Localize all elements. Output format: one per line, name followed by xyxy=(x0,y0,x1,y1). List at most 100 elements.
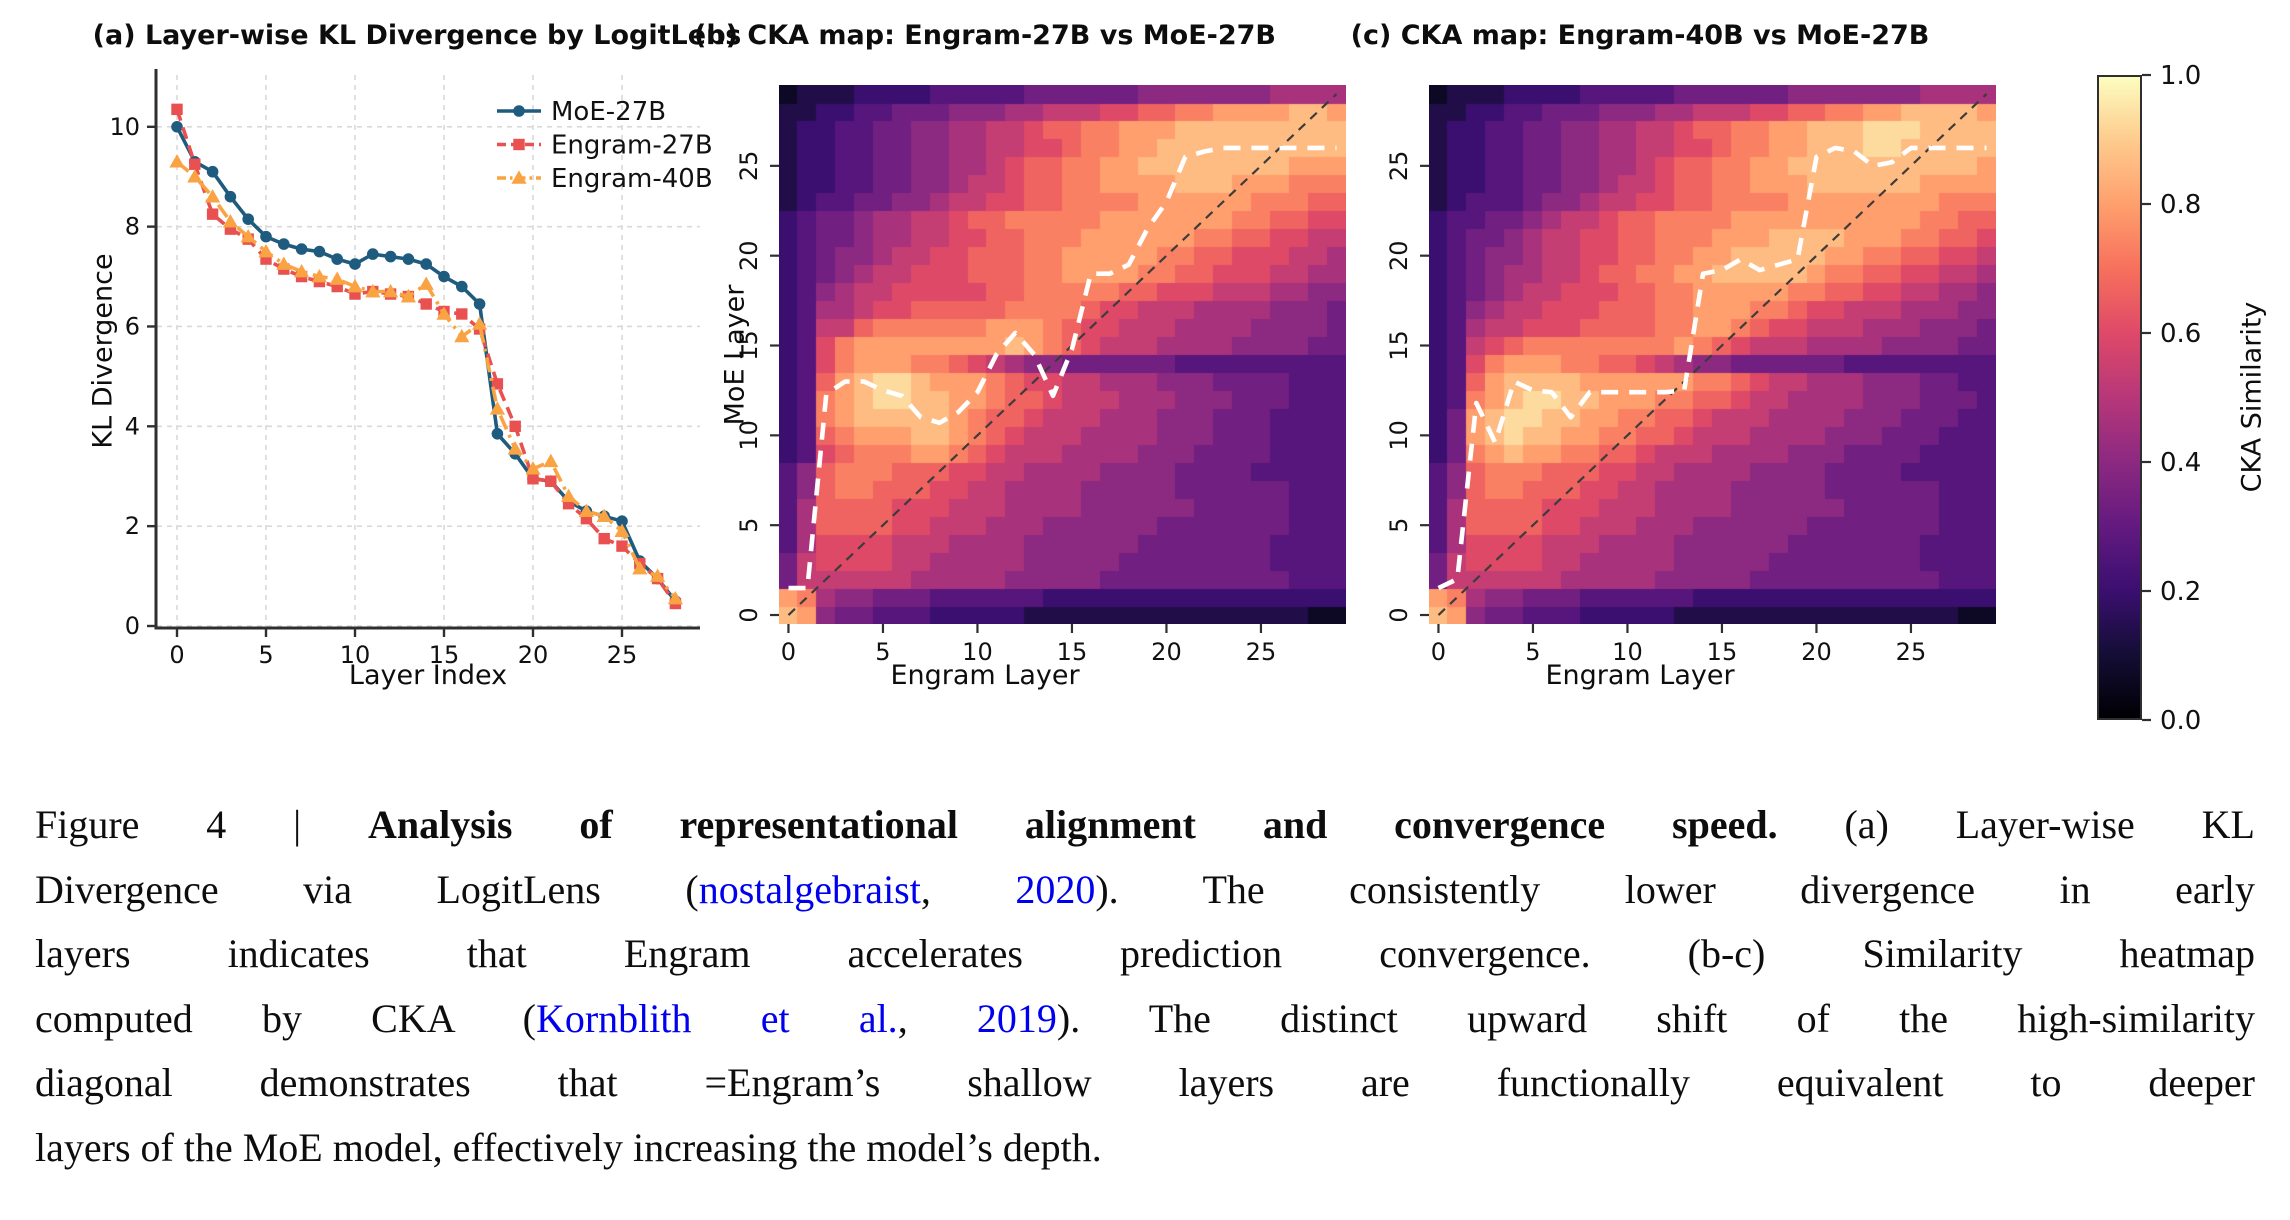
y-tick-label: 10 xyxy=(109,113,140,141)
caption-text: ). The distinct upward shift of the high… xyxy=(1056,995,2256,1041)
data-point-MoE-27B xyxy=(402,253,415,265)
citation-link[interactable]: Kornblith et al. xyxy=(535,995,898,1041)
caption-text: , xyxy=(897,995,977,1041)
cka-heatmap-b-canvas xyxy=(779,85,1346,624)
colorbar-tick-label: 0.0 xyxy=(2160,706,2201,736)
legend-label-Engram-40B: Engram-40B xyxy=(551,164,713,194)
data-point-Engram-27B xyxy=(367,285,379,298)
data-point-Engram-40B xyxy=(596,508,612,522)
data-point-MoE-27B xyxy=(634,555,646,567)
x-tick-label: 20 xyxy=(1151,638,1182,666)
caption-text: layers indicates that Engram accelerates… xyxy=(35,931,2255,976)
panel-b-xlabel: Engram Layer xyxy=(890,660,1080,691)
data-point-MoE-27B xyxy=(562,495,575,508)
data-point-Engram-40B xyxy=(472,316,488,330)
colorbar-tick-label: 1.0 xyxy=(2160,61,2201,91)
x-tick-label: 20 xyxy=(518,641,549,669)
x-tick-label: 25 xyxy=(1246,638,1277,666)
series-line-Engram-40B xyxy=(175,160,677,600)
y-tick-label: 6 xyxy=(125,312,140,340)
figure-caption: Figure 4 | Analysis of representational … xyxy=(35,793,2255,1180)
data-point-Engram-40B xyxy=(400,288,416,303)
data-point-Engram-27B xyxy=(331,280,343,293)
caption-text: Divergence via LogitLens ( xyxy=(35,866,699,912)
panel-b-title: (b) CKA map: Engram-27B vs MoE-27B xyxy=(693,20,1277,51)
caption-text: diagonal demonstrates that =Engram’s sha… xyxy=(35,1060,2255,1105)
legend-marker-Engram-27B xyxy=(513,138,525,151)
data-point-Engram-27B xyxy=(171,103,183,116)
data-point-Engram-40B xyxy=(489,401,505,415)
caption-text: Figure 4 | xyxy=(35,802,368,847)
data-point-Engram-27B xyxy=(616,540,628,552)
data-point-Engram-27B xyxy=(562,497,575,510)
data-point-Engram-40B xyxy=(311,268,327,283)
data-point-MoE-27B xyxy=(313,245,326,258)
data-point-MoE-27B xyxy=(580,505,593,517)
data-point-MoE-27B xyxy=(278,238,290,250)
legend-label-MoE-27B: MoE-27B xyxy=(551,97,666,127)
caption-bold-text: Analysis of representational alignment a… xyxy=(368,802,1778,847)
data-point-Engram-40B xyxy=(507,441,523,455)
data-point-Engram-40B xyxy=(187,169,203,183)
legend-marker-Engram-40B xyxy=(511,170,527,184)
data-point-Engram-27B xyxy=(189,158,201,170)
data-point-Engram-40B xyxy=(383,283,399,298)
data-point-MoE-27B xyxy=(260,230,272,243)
caption-line: Figure 4 | Analysis of representational … xyxy=(35,793,2255,858)
data-point-Engram-27B xyxy=(242,233,254,245)
citation-link[interactable]: 2019 xyxy=(976,995,1057,1041)
data-point-Engram-27B xyxy=(260,253,272,265)
data-point-MoE-27B xyxy=(171,121,183,133)
y-tick-label: 2 xyxy=(125,512,140,540)
data-point-Engram-40B xyxy=(561,488,577,503)
colorbar-label: CKA Similarity xyxy=(2236,301,2268,493)
caption-line: layers of the MoE model, effectively inc… xyxy=(35,1116,2255,1181)
x-tick-label: 0 xyxy=(169,641,184,669)
data-point-Engram-27B xyxy=(473,323,486,335)
data-point-MoE-27B xyxy=(527,472,539,485)
data-point-MoE-27B xyxy=(456,280,468,293)
data-point-Engram-27B xyxy=(491,378,504,390)
data-point-Engram-40B xyxy=(365,283,381,298)
data-point-Engram-40B xyxy=(632,560,648,575)
citation-link[interactable]: 2020 xyxy=(1015,866,1096,912)
colorbar-tick-label: 0.8 xyxy=(2160,190,2201,220)
data-point-MoE-27B xyxy=(509,447,521,460)
data-point-MoE-27B xyxy=(669,595,682,607)
data-point-Engram-27B xyxy=(206,208,219,220)
data-point-Engram-40B xyxy=(454,328,470,343)
y-tick-label: 20 xyxy=(735,240,763,271)
data-point-Engram-27B xyxy=(598,532,610,545)
data-point-Engram-27B xyxy=(438,305,450,318)
data-point-Engram-40B xyxy=(222,214,238,228)
y-tick-label: 0 xyxy=(125,612,140,640)
caption-text: (a) Layer-wise KL xyxy=(1777,802,2255,847)
panel-a-xlabel: Layer Index xyxy=(348,660,508,691)
data-point-Engram-40B xyxy=(650,568,666,582)
data-point-Engram-27B xyxy=(456,308,468,320)
cka-heatmap-c-canvas xyxy=(1429,85,1996,624)
data-point-Engram-27B xyxy=(580,512,593,525)
y-tick-label: 10 xyxy=(1385,420,1413,451)
panel-c-xlabel: Engram Layer xyxy=(1545,660,1735,691)
data-point-Engram-40B xyxy=(347,278,363,293)
caption-line: layers indicates that Engram accelerates… xyxy=(35,922,2255,987)
caption-line: computed by CKA (Kornblith et al., 2019)… xyxy=(35,987,2255,1052)
panel-a-ylabel: KL Divergence xyxy=(87,253,119,449)
data-point-Engram-40B xyxy=(525,461,541,475)
data-point-Engram-40B xyxy=(276,256,292,270)
x-tick-label: 25 xyxy=(607,641,638,669)
caption-line: diagonal demonstrates that =Engram’s sha… xyxy=(35,1051,2255,1116)
y-tick-label: 4 xyxy=(125,412,140,440)
colorbar-tick-label: 0.2 xyxy=(2160,577,2201,607)
data-point-MoE-27B xyxy=(224,190,237,203)
data-point-MoE-27B xyxy=(367,248,379,260)
data-point-MoE-27B xyxy=(616,515,628,527)
data-point-Engram-27B xyxy=(545,475,557,487)
data-point-Engram-27B xyxy=(651,572,664,585)
data-point-Engram-40B xyxy=(294,263,310,278)
data-point-Engram-40B xyxy=(329,271,345,285)
citation-link[interactable]: nostalgebraist xyxy=(698,866,921,912)
x-tick-label: 5 xyxy=(258,641,273,669)
